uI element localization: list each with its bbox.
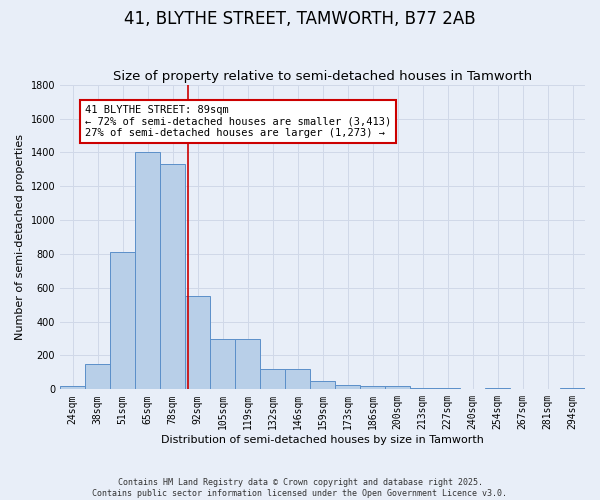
Bar [285, 369, 310, 390]
Bar [410, 388, 435, 390]
Text: Contains HM Land Registry data © Crown copyright and database right 2025.
Contai: Contains HM Land Registry data © Crown c… [92, 478, 508, 498]
Bar [210, 340, 235, 390]
Bar [160, 164, 185, 390]
Bar [360, 386, 385, 390]
Bar [110, 252, 135, 390]
Bar [485, 388, 510, 390]
Bar [135, 152, 160, 390]
Text: 41, BLYTHE STREET, TAMWORTH, B77 2AB: 41, BLYTHE STREET, TAMWORTH, B77 2AB [124, 10, 476, 28]
Title: Size of property relative to semi-detached houses in Tamworth: Size of property relative to semi-detach… [113, 70, 532, 84]
Y-axis label: Number of semi-detached properties: Number of semi-detached properties [15, 134, 25, 340]
Bar [435, 388, 460, 390]
Bar [310, 381, 335, 390]
Text: 41 BLYTHE STREET: 89sqm
← 72% of semi-detached houses are smaller (3,413)
27% of: 41 BLYTHE STREET: 89sqm ← 72% of semi-de… [85, 105, 391, 138]
Bar [85, 364, 110, 390]
Bar [60, 386, 85, 390]
Bar [560, 388, 585, 390]
Bar [260, 369, 285, 390]
X-axis label: Distribution of semi-detached houses by size in Tamworth: Distribution of semi-detached houses by … [161, 435, 484, 445]
Bar [185, 296, 210, 390]
Bar [385, 386, 410, 390]
Bar [235, 340, 260, 390]
Bar [335, 385, 360, 390]
